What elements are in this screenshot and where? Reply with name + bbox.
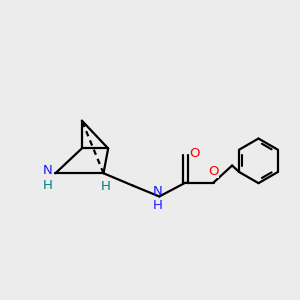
Text: H: H <box>153 199 163 212</box>
Text: H: H <box>43 178 53 191</box>
Text: H: H <box>101 180 111 193</box>
Text: N: N <box>43 164 52 177</box>
Text: O: O <box>190 147 200 160</box>
Text: N: N <box>153 185 163 198</box>
Text: O: O <box>208 165 219 178</box>
